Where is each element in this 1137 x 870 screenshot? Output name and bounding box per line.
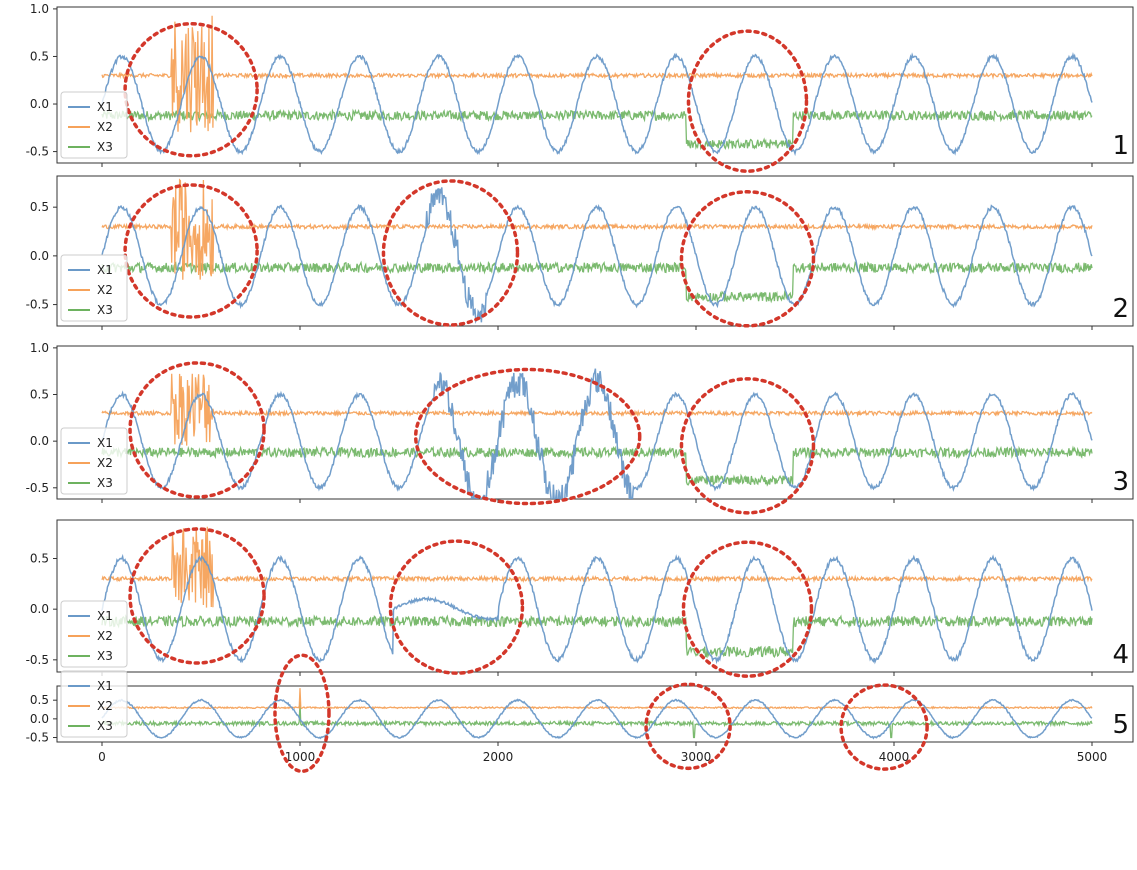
axes-frame — [56, 6, 1134, 164]
anomaly-circle — [128, 361, 266, 499]
x-tick-label: 3000 — [681, 750, 712, 764]
series-x2-line — [101, 688, 1093, 710]
y-tick-label: 0.5 — [30, 693, 49, 707]
series-x1-line — [101, 368, 1093, 499]
y-tick-label: -0.5 — [26, 653, 49, 667]
x-tick-label: 0 — [98, 750, 106, 764]
y-tick-label: 0.5 — [30, 552, 49, 566]
series-x2-line — [101, 526, 1093, 608]
panel-3: 1.0 0.5 0.0 -0.5 X1 X2 X3 3 — [26, 341, 1134, 515]
y-tick-label: 1.0 — [30, 2, 49, 16]
panel-2: 0.5 0.0 -0.5 X1 X2 X3 2 — [26, 175, 1134, 330]
legend-label: X1 — [97, 100, 113, 114]
axes-frame — [56, 685, 1134, 743]
anomaly-circle — [273, 653, 331, 774]
anomaly-circle — [839, 683, 929, 771]
legend-box — [60, 254, 128, 322]
panel-number-label: 1 — [1112, 131, 1129, 161]
y-tick-label: 0.0 — [30, 97, 49, 111]
legend-label: X3 — [97, 719, 113, 733]
series-x3-line — [101, 445, 1093, 487]
series-x1-line — [101, 698, 1093, 740]
legend-label: X3 — [97, 649, 113, 663]
plot-area — [101, 368, 1093, 499]
y-tick-label: 0.0 — [30, 434, 49, 448]
legend-label: X1 — [97, 609, 113, 623]
legend: X1 X2 X3 — [60, 254, 128, 322]
anomaly-circle — [123, 22, 259, 158]
panel-number-label: 5 — [1112, 710, 1129, 740]
legend-label: X1 — [97, 679, 113, 693]
legend-label: X1 — [97, 263, 113, 277]
legend-box — [60, 91, 128, 159]
y-tick-label: 0.5 — [30, 200, 49, 214]
legend: X1 X2 X3 — [60, 670, 128, 738]
legend-box — [60, 600, 128, 668]
y-tick-label: 0.0 — [30, 602, 49, 616]
x-tick-label: 5000 — [1077, 750, 1108, 764]
legend: X1 X2 X3 — [60, 427, 128, 495]
legend-label: X2 — [97, 456, 113, 470]
x-tick-label: 4000 — [879, 750, 910, 764]
y-tick-label: 0.0 — [30, 249, 49, 263]
legend-box — [60, 670, 128, 738]
y-tick-label: 0.0 — [30, 712, 49, 726]
legend: X1 X2 X3 — [60, 600, 128, 668]
axes-frame — [56, 345, 1134, 500]
legend-label: X1 — [97, 436, 113, 450]
y-tick-label: 0.5 — [30, 49, 49, 63]
plot-area — [101, 526, 1093, 665]
x-tick-label: 2000 — [483, 750, 514, 764]
panel-1: 1.0 0.5 0.0 -0.5 X1 X2 X3 1 — [26, 2, 1134, 173]
series-x2-line — [101, 373, 1093, 446]
panel-number-label: 2 — [1112, 294, 1129, 324]
legend-label: X3 — [97, 476, 113, 490]
anomaly-circle — [686, 29, 809, 173]
anomaly-circle — [123, 183, 259, 319]
panel-5: 0.5 0.0 -0.5 0 1000 2000 3000 4000 5000 X1 X2 X3 5 — [26, 653, 1134, 774]
y-tick-label: 1.0 — [30, 341, 49, 355]
y-tick-label: -0.5 — [26, 145, 49, 159]
axes-frame — [56, 175, 1134, 327]
series-x2-line — [101, 178, 1093, 280]
series-x3-line — [101, 108, 1093, 150]
plot-area — [101, 15, 1093, 157]
legend-label: X2 — [97, 120, 113, 134]
legend: X1 X2 X3 — [60, 91, 128, 159]
y-tick-label: -0.5 — [26, 481, 49, 495]
axes-frame — [56, 519, 1134, 673]
legend-box — [60, 427, 128, 495]
legend-label: X3 — [97, 140, 113, 154]
series-x3-line — [101, 613, 1093, 659]
y-tick-label: -0.5 — [26, 298, 49, 312]
x-tick-label: 1000 — [285, 750, 316, 764]
anomaly-circle — [128, 527, 266, 665]
anomaly-circle — [381, 179, 520, 327]
y-tick-label: -0.5 — [26, 731, 49, 745]
panel-number-label: 3 — [1112, 467, 1129, 497]
anomaly-circle — [644, 682, 732, 771]
anomaly-circle — [681, 540, 814, 678]
legend-label: X2 — [97, 699, 113, 713]
series-x1-line — [101, 553, 1093, 665]
plot-area — [101, 178, 1093, 325]
series-x1-line — [101, 52, 1093, 157]
legend-label: X2 — [97, 629, 113, 643]
y-tick-label: 0.5 — [30, 388, 49, 402]
anomaly-circle — [388, 539, 525, 675]
legend-label: X3 — [97, 303, 113, 317]
series-x2-line — [101, 15, 1093, 133]
anomaly-circle — [679, 190, 816, 328]
series-x1-line — [101, 187, 1093, 325]
anomaly-circle — [413, 367, 642, 506]
series-x3-line — [101, 260, 1093, 304]
panel-4: 0.5 0.0 -0.5 X1 X2 X3 4 — [26, 519, 1134, 678]
panel-number-label: 4 — [1112, 640, 1129, 670]
anomaly-circle — [679, 377, 816, 515]
plot-area — [101, 688, 1093, 740]
legend-label: X2 — [97, 283, 113, 297]
